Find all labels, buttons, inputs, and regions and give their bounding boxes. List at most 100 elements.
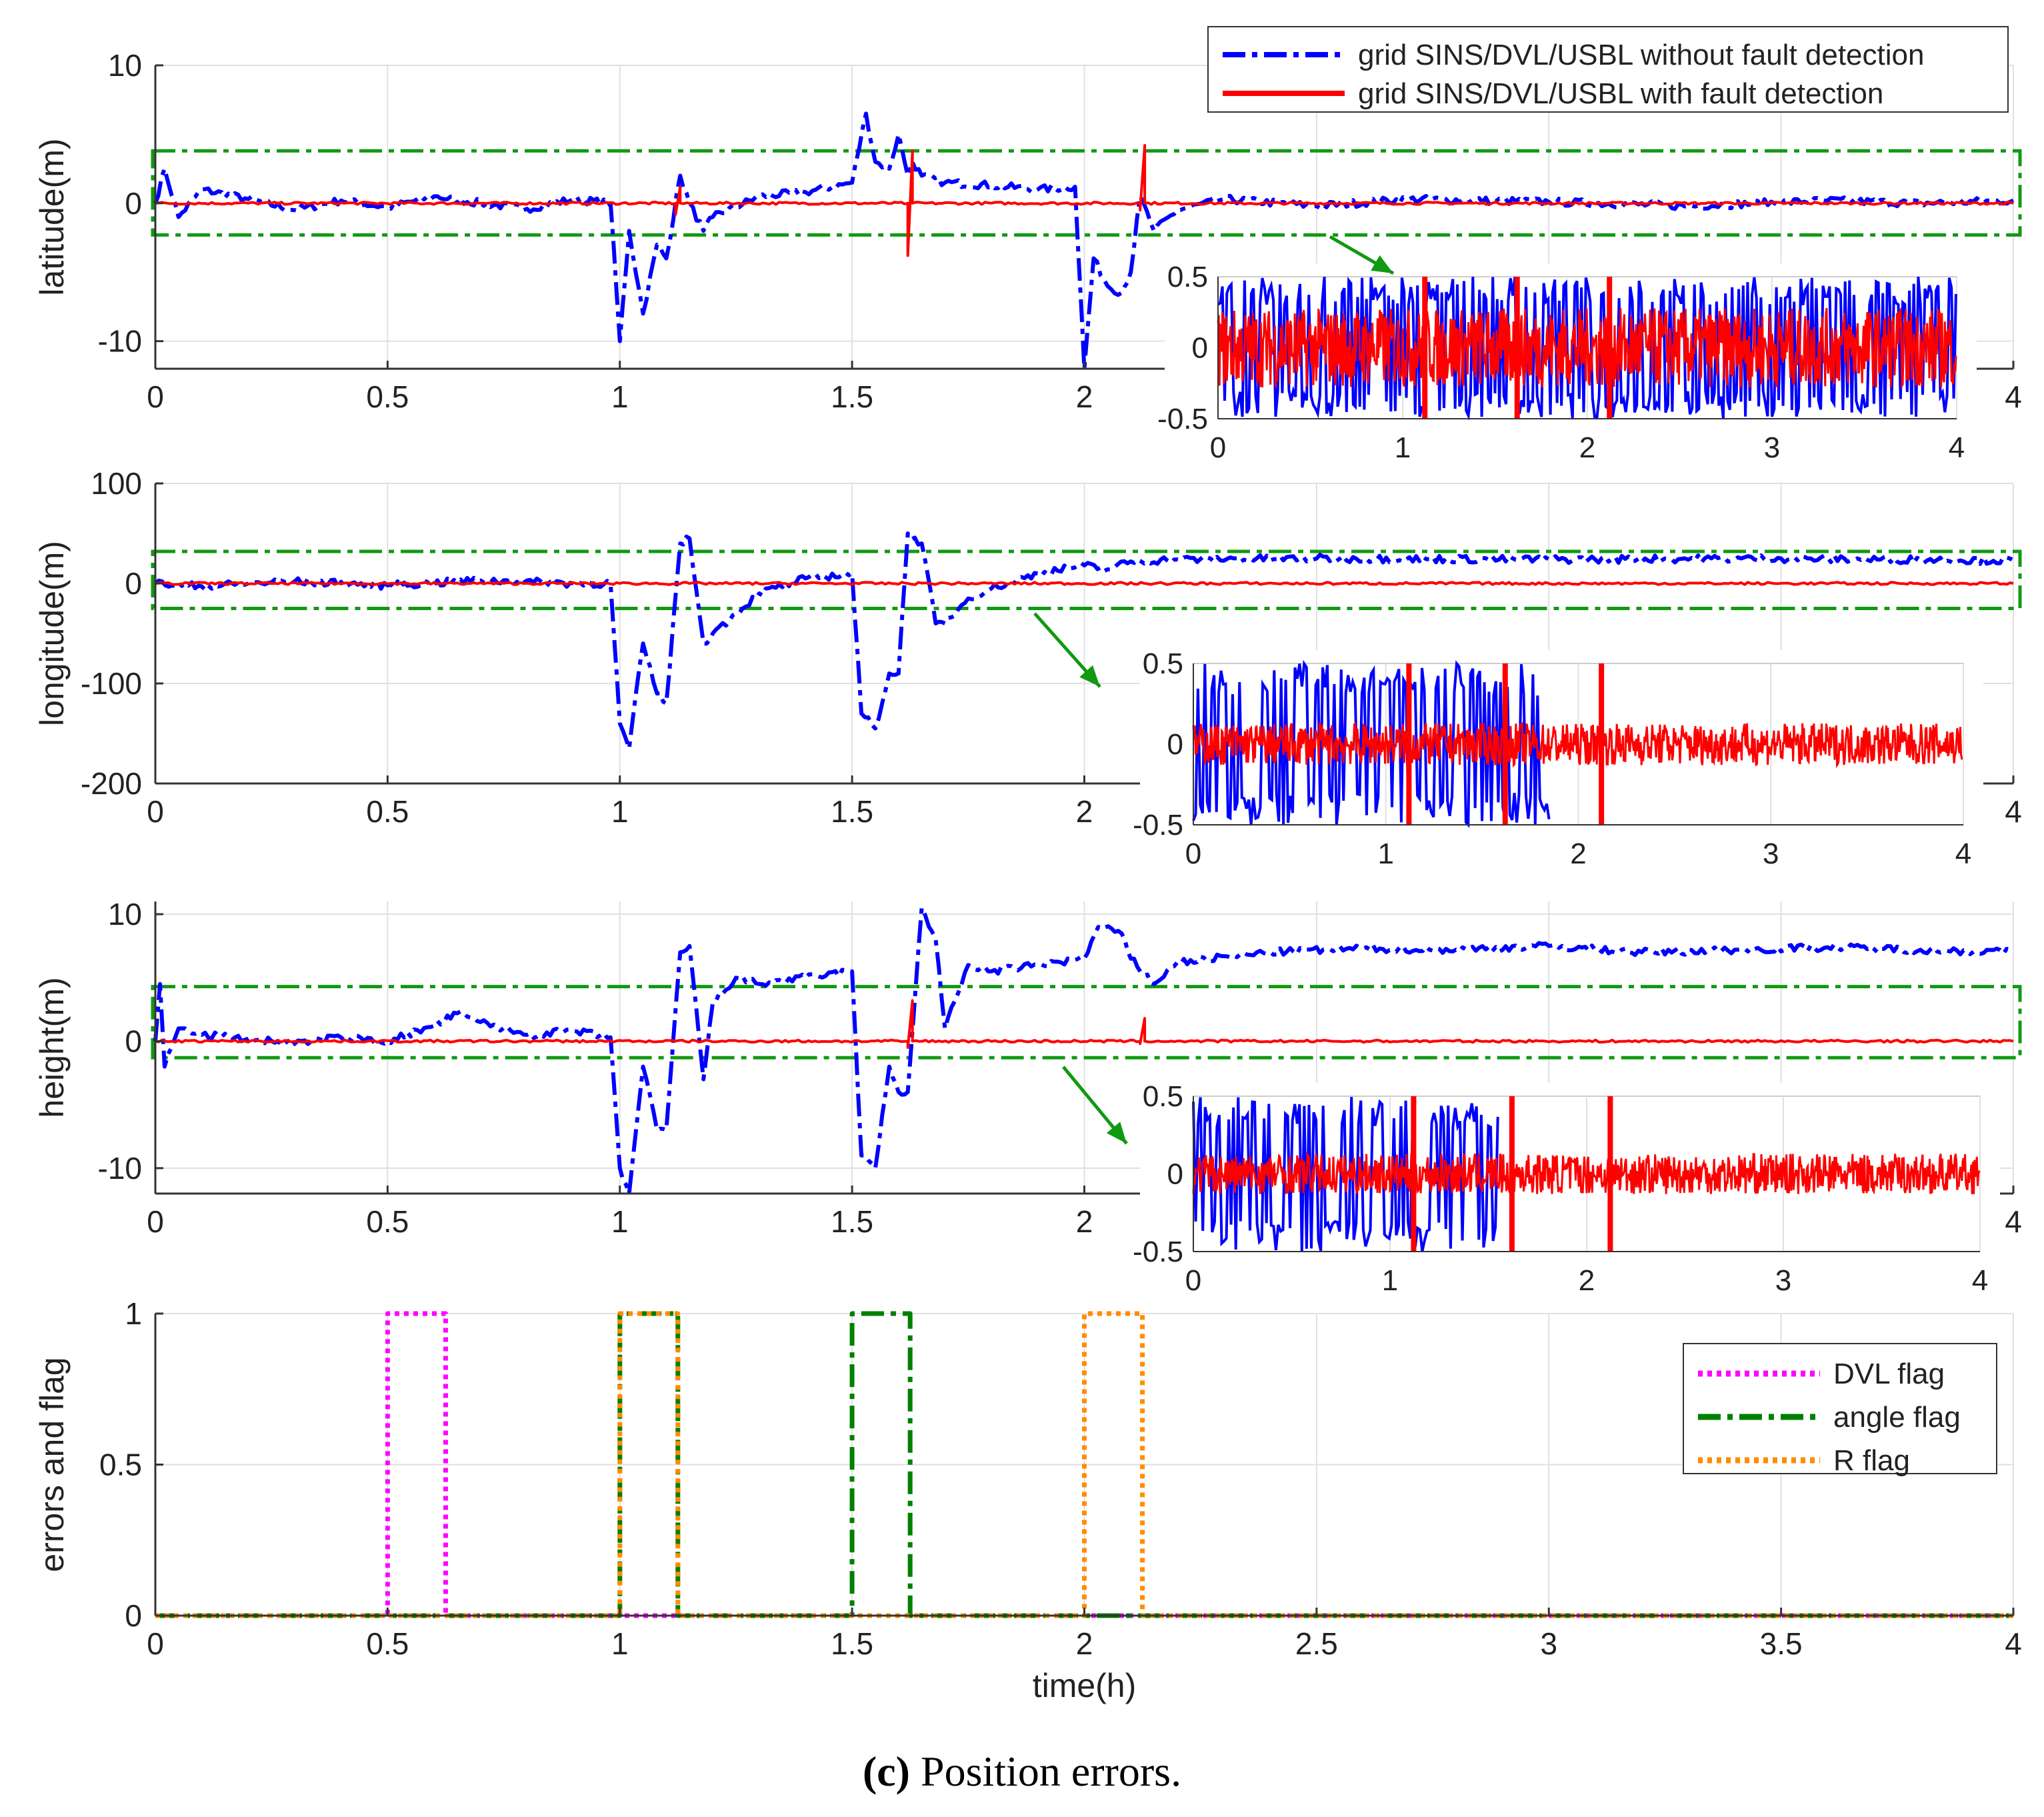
panel-flags: 0 0.5 1 1.5 2 2.5 3 3.5 4 0 0.5 1 errors and flag tim… xyxy=(33,1296,2022,1704)
y-tick-label: 0 xyxy=(125,1598,142,1633)
y-tick-label: 0 xyxy=(125,1024,142,1058)
x-tick-label: 2 xyxy=(1076,379,1093,414)
y-axis-label: errors and flag xyxy=(33,1357,71,1572)
inset-y-tick-label: -0.5 xyxy=(1157,403,1208,435)
x-tick-label: 4 xyxy=(2005,1626,2022,1661)
inset-x-tick-label: 1 xyxy=(1378,837,1394,870)
legend-item: grid SINS/DVL/USBL with fault detection xyxy=(1223,77,1883,110)
caption-label: (c) xyxy=(862,1748,910,1795)
series-line-longitude-0 xyxy=(154,531,2015,751)
panel-longitude: 0 0.5 1 1.5 2 4 -200 -100 0 100 longitude(m) 0 1 2 3 4 -… xyxy=(33,466,2022,885)
x-tick-label: 1 xyxy=(611,794,629,829)
inset-x-tick-label: 4 xyxy=(1949,431,1965,464)
inset-y-tick-label: 0.5 xyxy=(1167,261,1208,293)
legend-item: angle flag xyxy=(1698,1401,1961,1434)
inset-height: 0 1 2 3 4-0.500.5 xyxy=(1133,1080,2000,1312)
inset-longitude: 0 1 2 3 4-0.500.5 xyxy=(1133,647,1983,885)
inset-x-tick-label: 0 xyxy=(1185,1264,1201,1297)
inset-y-tick-label: 0 xyxy=(1167,728,1183,761)
series-line-height-1 xyxy=(155,999,2014,1049)
inset-latitude: 0 1 2 3 4-0.500.5 xyxy=(1157,261,1977,479)
y-tick-label: 0.5 xyxy=(99,1448,142,1482)
legend-item: grid SINS/DVL/USBL without fault detecti… xyxy=(1223,39,1924,71)
y-tick-label: -100 xyxy=(81,666,142,701)
inset-x-tick-label: 2 xyxy=(1579,1264,1595,1297)
series-line-longitude-1 xyxy=(155,581,2014,586)
legend-label: grid SINS/DVL/USBL without fault detecti… xyxy=(1358,39,1924,71)
zoom-arrow-head xyxy=(1371,255,1393,273)
zoom-region-box xyxy=(151,149,2022,237)
legend-item: R flag xyxy=(1698,1444,1910,1477)
y-tick-label: 0 xyxy=(125,566,142,601)
series-line-height-0 xyxy=(153,905,2015,1196)
y-tick-label: 100 xyxy=(91,466,142,501)
x-tick-label: 0 xyxy=(147,794,164,829)
inset-y-tick-label: 0 xyxy=(1192,332,1208,365)
x-tick-label: 0.5 xyxy=(366,794,409,829)
y-axis-label: longitude(m) xyxy=(33,541,71,726)
inset-y-tick-label: 0 xyxy=(1167,1158,1183,1191)
x-tick-label: 1 xyxy=(611,379,629,414)
y-tick-label: 0 xyxy=(125,186,142,221)
legend: grid SINS/DVL/USBL without fault detecti… xyxy=(1207,26,2009,113)
legend-label: R flag xyxy=(1833,1444,1910,1477)
x-tick-label: 1 xyxy=(611,1204,629,1239)
x-tick-label: 2 xyxy=(1076,794,1093,829)
x-tick-label: 0 xyxy=(147,1204,164,1239)
x-tick-label: 1.5 xyxy=(831,379,873,414)
legend-label: grid SINS/DVL/USBL with fault detection xyxy=(1358,77,1883,110)
y-tick-label: -10 xyxy=(98,1151,142,1186)
x-tick-label: 2 xyxy=(1076,1626,1093,1661)
inset-series-with xyxy=(1192,1152,1981,1195)
x-axis-label: time(h) xyxy=(1033,1667,1137,1704)
series-line-latitude-1 xyxy=(155,144,2014,257)
caption-text: Position errors. xyxy=(920,1748,1182,1795)
y-axis-label: height(m) xyxy=(33,977,71,1118)
inset-y-tick-label: -0.5 xyxy=(1133,809,1183,841)
zoom-arrow-head xyxy=(1106,1122,1127,1144)
x-tick-label: 0 xyxy=(147,1626,164,1661)
x-tick-label: 0.5 xyxy=(366,1626,409,1661)
inset-x-tick-label: 3 xyxy=(1764,431,1780,464)
inset-x-tick-label: 1 xyxy=(1395,431,1411,464)
inset-x-tick-label: 2 xyxy=(1570,837,1586,870)
inset-y-tick-label: -0.5 xyxy=(1133,1236,1183,1268)
inset-x-tick-label: 2 xyxy=(1579,431,1595,464)
legend-item: DVL flag xyxy=(1698,1358,1945,1390)
inset-x-tick-label: 4 xyxy=(1955,837,1971,870)
y-tick-label: -10 xyxy=(98,324,142,359)
inset-x-tick-label: 4 xyxy=(1972,1264,1988,1297)
zoom-arrow-head xyxy=(1079,665,1100,687)
inset-y-tick-label: 0.5 xyxy=(1143,1080,1183,1113)
x-tick-label: 1.5 xyxy=(831,1204,873,1239)
figure-caption: (c) Position errors. xyxy=(0,1747,2044,1796)
legend-label: angle flag xyxy=(1833,1401,1961,1434)
legend: DVL flag angle flag R flag xyxy=(1683,1343,1997,1477)
x-tick-label: 4 xyxy=(2005,379,2022,414)
inset-x-tick-label: 3 xyxy=(1763,837,1779,870)
x-tick-label: 0.5 xyxy=(366,1204,409,1239)
x-tick-label: 4 xyxy=(2005,794,2022,829)
x-tick-label: 3 xyxy=(1540,1626,1557,1661)
y-tick-label: 10 xyxy=(108,897,142,932)
inset-y-tick-label: 0.5 xyxy=(1143,647,1183,680)
series-line-flags-0 xyxy=(155,1311,2013,1618)
inset-x-tick-label: 0 xyxy=(1210,431,1226,464)
x-tick-label: 2 xyxy=(1076,1204,1093,1239)
zoom-region-box xyxy=(151,985,2022,1060)
x-tick-label: 1.5 xyxy=(831,794,873,829)
x-tick-label: 2.5 xyxy=(1295,1626,1338,1661)
inset-series-with xyxy=(1217,307,1957,389)
legend-label: DVL flag xyxy=(1833,1358,1945,1390)
x-tick-label: 0.5 xyxy=(366,379,409,414)
y-axis-label: latitude(m) xyxy=(33,138,71,295)
y-tick-label: -200 xyxy=(81,766,142,801)
y-tick-label: 1 xyxy=(125,1296,142,1331)
x-tick-label: 1.5 xyxy=(831,1626,873,1661)
y-tick-label: 10 xyxy=(108,48,142,83)
inset-series-with xyxy=(1192,721,1963,769)
x-tick-label: 3.5 xyxy=(1760,1626,1803,1661)
